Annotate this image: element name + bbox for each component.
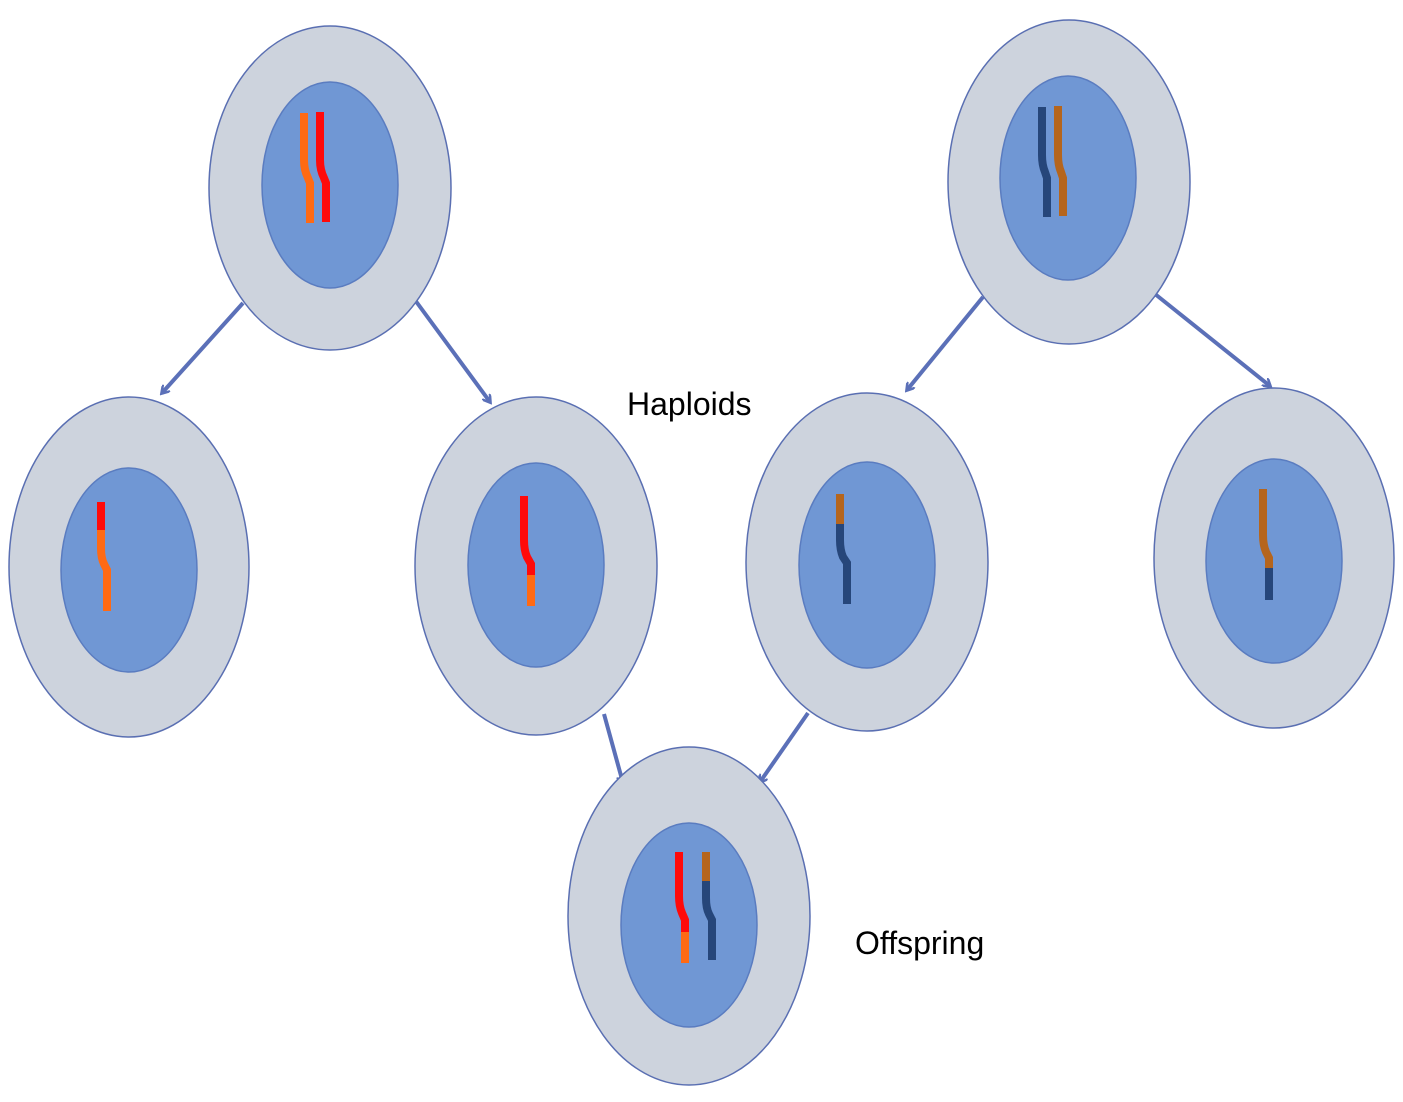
nucleus	[1205, 458, 1343, 664]
chromosome-pair	[1038, 106, 1067, 217]
haploid-cell-2	[414, 396, 658, 736]
chromosome-red	[316, 112, 330, 222]
chromosome-navy	[1038, 107, 1051, 217]
chromosome-pair	[300, 112, 330, 223]
chromosome	[520, 496, 535, 606]
chromosome-orange-segment	[97, 530, 111, 611]
arrow-parent2-to-haploid4	[1153, 292, 1270, 386]
arrow-parent1-to-haploid1	[162, 301, 245, 393]
arrow-parent1-to-haploid2	[413, 298, 490, 402]
nucleus	[60, 467, 198, 673]
arrow-haploid2-to-offspring	[602, 713, 623, 783]
chromosome-red-segment	[675, 852, 689, 932]
chromosome-brown	[1054, 106, 1067, 216]
arrow-parent2-to-haploid3	[907, 295, 985, 390]
chromosome-brown-segment	[1259, 489, 1273, 568]
haploid-cell-3	[745, 392, 989, 732]
haploid-cell-1	[8, 396, 250, 738]
chromosome-navy-segment	[702, 881, 716, 960]
haploids-label: Haploids	[627, 386, 752, 422]
chromosome-orange	[300, 113, 314, 223]
nucleus	[798, 461, 936, 669]
arrows	[162, 292, 1270, 783]
chromosome	[97, 502, 111, 611]
chromosome	[1259, 489, 1273, 600]
parent-cell-2	[947, 19, 1191, 345]
chromosome-navy-segment	[836, 524, 851, 604]
chromosome-pair	[675, 852, 716, 963]
offspring-cell	[567, 746, 811, 1086]
chromosome-red-segment	[520, 496, 535, 575]
arrow-haploid3-to-offspring	[760, 711, 810, 782]
nucleus	[467, 462, 605, 668]
offspring-label: Offspring	[855, 925, 985, 961]
parent-cell-1	[208, 25, 452, 351]
haploid-cell-4	[1153, 387, 1395, 729]
chromosome	[836, 494, 851, 604]
nucleus	[999, 75, 1137, 281]
